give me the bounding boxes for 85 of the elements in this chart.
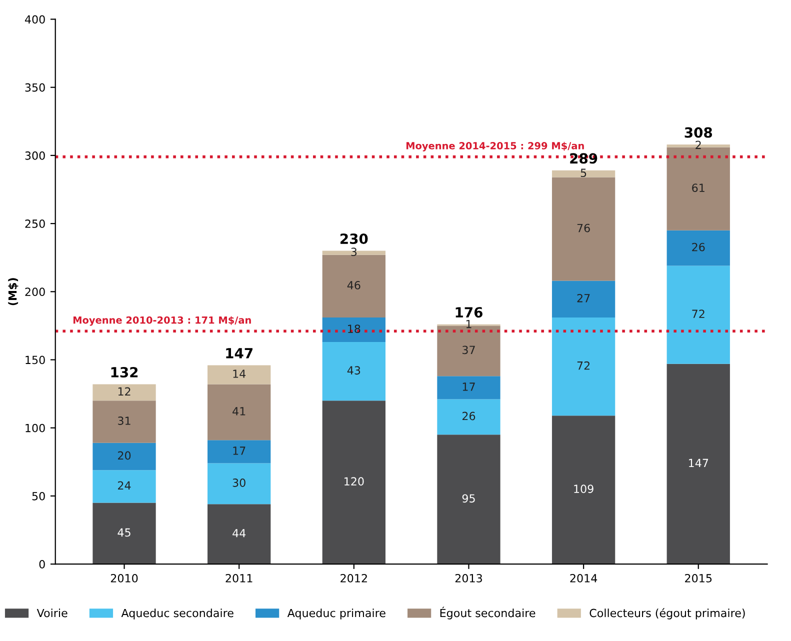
- data-label: 45: [118, 528, 130, 537]
- bar: [666, 147, 730, 230]
- data-label: 20: [118, 451, 131, 460]
- bar: [552, 318, 616, 416]
- bar: [208, 384, 271, 440]
- y-tick-label: 100: [26, 424, 45, 432]
- bar: [437, 376, 500, 400]
- data-label: 95: [462, 494, 475, 503]
- bar: [208, 504, 271, 564]
- x-tick-label: 2015: [685, 574, 712, 582]
- bar: [208, 440, 271, 464]
- data-label: 1: [466, 320, 472, 328]
- bar: [208, 365, 271, 384]
- data-label: 26: [462, 412, 476, 420]
- data-label: 18: [348, 324, 360, 334]
- data-label: 147: [688, 458, 708, 468]
- bar: [552, 177, 616, 281]
- bar: [322, 400, 386, 564]
- y-tick-label: 0: [39, 560, 45, 568]
- legend-label: Voirie: [36, 608, 68, 618]
- y-tick-label: 50: [32, 492, 45, 500]
- ref-line-label: Moyenne 2010-2013 : 171 M$/an: [73, 316, 251, 326]
- total-label: 289: [570, 153, 598, 164]
- bar: [208, 463, 271, 504]
- ref-line-label: Moyenne 2014-2015 : 299 M$/an: [406, 142, 584, 152]
- bar: [92, 400, 156, 443]
- total-label: 230: [340, 234, 368, 244]
- data-label: 17: [233, 446, 246, 455]
- total-label: 132: [111, 366, 138, 378]
- x-tick-label: 2013: [455, 574, 482, 582]
- bar: [322, 254, 386, 318]
- legend-label: Collecteurs (égout primaire): [590, 608, 745, 620]
- data-label: 72: [577, 361, 590, 370]
- bar: [92, 384, 156, 401]
- total-label: 147: [226, 348, 252, 358]
- data-label: 46: [347, 281, 360, 290]
- data-label: 37: [462, 346, 475, 354]
- total-label: 176: [456, 307, 482, 318]
- bar: [92, 502, 156, 564]
- bar: [666, 364, 730, 564]
- data-label: 5: [580, 168, 586, 178]
- x-tick-label: 2012: [340, 574, 367, 582]
- x-tick-label: 2014: [570, 574, 598, 582]
- data-label: 17: [462, 382, 475, 391]
- y-tick-label: 200: [25, 288, 45, 296]
- data-label: 26: [692, 242, 705, 252]
- y-tick-label: 250: [25, 220, 45, 228]
- x-tick-label: 2010: [110, 574, 138, 582]
- bar: [552, 170, 616, 178]
- bar: [666, 230, 730, 266]
- data-label: 76: [577, 224, 590, 232]
- data-label: 43: [347, 366, 360, 375]
- y-tick-label: 400: [24, 15, 45, 24]
- x-tick-label: 2011: [226, 574, 252, 582]
- y-tick-label: 150: [26, 356, 45, 364]
- bar: [322, 318, 386, 342]
- y-tick-label: 300: [25, 151, 45, 160]
- data-label: 61: [692, 184, 704, 192]
- y-axis-title: (M$): [8, 278, 18, 306]
- data-label: 14: [233, 370, 246, 378]
- data-label: 27: [577, 294, 590, 302]
- data-label: 41: [232, 407, 246, 416]
- data-label: 72: [692, 310, 704, 318]
- bar: [322, 342, 386, 401]
- bar: [92, 470, 156, 503]
- data-label: 2: [696, 140, 701, 149]
- bar: [437, 434, 500, 564]
- bar: [552, 416, 616, 564]
- data-label: 12: [118, 387, 130, 396]
- data-label: 44: [232, 529, 246, 538]
- bar: [552, 280, 616, 318]
- data-label: 3: [351, 248, 357, 256]
- data-label: 24: [118, 481, 131, 490]
- bar: [666, 266, 730, 364]
- bar: [92, 442, 156, 470]
- total-label: 308: [684, 127, 712, 138]
- y-tick-label: 350: [25, 83, 45, 92]
- data-label: 30: [232, 478, 246, 487]
- legend-label: Aqueduc secondaire: [121, 608, 234, 620]
- legend-label: Aqueduc primaire: [287, 608, 386, 620]
- data-label: 120: [344, 477, 364, 486]
- data-label: 31: [118, 416, 130, 425]
- data-label: 109: [574, 484, 594, 494]
- bar: [437, 399, 500, 435]
- legend-label: Égout secondaire: [440, 606, 536, 620]
